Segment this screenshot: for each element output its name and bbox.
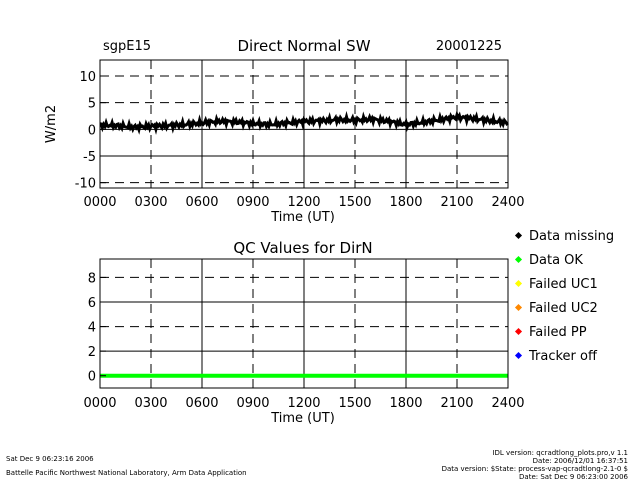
bottom-plot-grid bbox=[100, 259, 508, 388]
legend-item-tracker-off: Tracker off bbox=[514, 349, 597, 364]
top-x-tick-label: 0300 bbox=[134, 195, 167, 210]
legend-marker bbox=[514, 303, 523, 312]
top-x-tick-labels: 0000 0300 0600 0900 1200 1500 1800 2100 2400 bbox=[83, 195, 524, 210]
top-y-tick-label: 0 bbox=[88, 123, 96, 138]
legend-marker bbox=[514, 279, 523, 288]
top-y-tick-label: 10 bbox=[79, 70, 96, 85]
top-plot-frame bbox=[99, 59, 509, 189]
legend-label: Data OK bbox=[529, 253, 583, 268]
top-y-tick-label: -5 bbox=[83, 150, 96, 165]
top-x-axis-label: Time (UT) bbox=[270, 210, 335, 225]
chart-title: Direct Normal SW bbox=[237, 37, 370, 55]
footer-data-date: Date: Sat Dec 9 06:23:00 2006 bbox=[519, 473, 628, 481]
bottom-x-tick-label: 0000 bbox=[83, 396, 116, 411]
bottom-x-tick-label: 1500 bbox=[338, 396, 371, 411]
legend-item-failed-pp: Failed PP bbox=[514, 325, 587, 340]
top-x-tick-label: 1500 bbox=[338, 195, 371, 210]
bottom-y-tick-label: 4 bbox=[88, 321, 96, 336]
bottom-y-tick-label: 0 bbox=[88, 370, 96, 385]
site-label: sgpE15 bbox=[103, 39, 151, 54]
legend-item-failed-uc2: Failed UC2 bbox=[514, 301, 598, 316]
bottom-x-tick-label: 1800 bbox=[389, 396, 422, 411]
footer-timestamp: Sat Dec 9 06:23:16 2006 bbox=[6, 455, 94, 463]
direct-normal-series-line bbox=[99, 110, 509, 135]
bottom-plot-frame bbox=[99, 258, 509, 389]
top-x-tick-label: 2400 bbox=[491, 195, 524, 210]
legend-label: Failed UC2 bbox=[529, 301, 598, 316]
legend-label: Failed PP bbox=[529, 325, 587, 340]
footer-data-version: Data version: $State: process-vap-qcradt… bbox=[441, 465, 628, 473]
bottom-x-tick-labels: 0000 0300 0600 0900 1200 1500 1800 2100 2400 bbox=[83, 396, 524, 411]
top-x-tick-label: 1800 bbox=[389, 195, 422, 210]
bottom-y-tick-label: 2 bbox=[88, 345, 96, 360]
top-x-tick-label: 0600 bbox=[185, 195, 218, 210]
legend-label: Tracker off bbox=[529, 349, 597, 364]
legend-marker bbox=[514, 351, 523, 360]
top-plot: 10 5 0 -5 -10 0000 0300 0600 0900 1200 1500 1800 21… bbox=[44, 59, 525, 225]
bottom-x-tick-label: 2400 bbox=[491, 396, 524, 411]
bottom-y-tick-label: 6 bbox=[88, 296, 96, 311]
top-y-axis-label: W/m2 bbox=[44, 105, 59, 143]
legend-marker bbox=[514, 327, 523, 336]
bottom-x-tick-label: 0900 bbox=[236, 396, 269, 411]
top-y-tick-labels: 10 5 0 -5 -10 bbox=[75, 70, 106, 192]
top-x-tick-label: 2100 bbox=[440, 195, 473, 210]
footer-idl-version: IDL version: qcradtlong_plots.pro,v 1.1 bbox=[492, 449, 628, 457]
legend-label: Failed UC1 bbox=[529, 277, 598, 292]
legend-item-data-missing: Data missing bbox=[514, 229, 615, 244]
legend-item-data-ok: Data OK bbox=[514, 253, 583, 268]
footer-idl-date: Date: 2006/12/01 16:37:51 bbox=[532, 457, 628, 465]
top-y-tick-label: 5 bbox=[88, 97, 96, 112]
legend-item-failed-uc1: Failed UC1 bbox=[514, 277, 598, 292]
top-x-tick-label: 0000 bbox=[83, 195, 116, 210]
bottom-x-tick-label: 1200 bbox=[287, 396, 320, 411]
legend-marker bbox=[514, 255, 523, 264]
bottom-y-tick-label: 8 bbox=[88, 271, 96, 286]
date-label: 20001225 bbox=[436, 39, 502, 54]
legend-label: Data missing bbox=[529, 229, 615, 244]
qc-chart-title: QC Values for DirN bbox=[233, 239, 372, 257]
top-y-tick-label: -10 bbox=[75, 177, 96, 192]
footer-lab-credit: Battelle Pacific Northwest National Labo… bbox=[6, 469, 247, 477]
top-plot-grid bbox=[100, 60, 508, 188]
bottom-x-tick-label: 2100 bbox=[440, 396, 473, 411]
legend-marker bbox=[514, 231, 523, 240]
top-x-tick-label: 0900 bbox=[236, 195, 269, 210]
bottom-plot: QC Values for DirN 8 6 4 2 0 0000 0300 0600 090… bbox=[83, 239, 524, 426]
bottom-y-tick-labels: 8 6 4 2 0 bbox=[88, 271, 106, 385]
bottom-x-axis-label: Time (UT) bbox=[270, 411, 335, 426]
bottom-x-tick-label: 0600 bbox=[185, 396, 218, 411]
top-x-tick-label: 1200 bbox=[287, 195, 320, 210]
bottom-x-tick-label: 0300 bbox=[134, 396, 167, 411]
